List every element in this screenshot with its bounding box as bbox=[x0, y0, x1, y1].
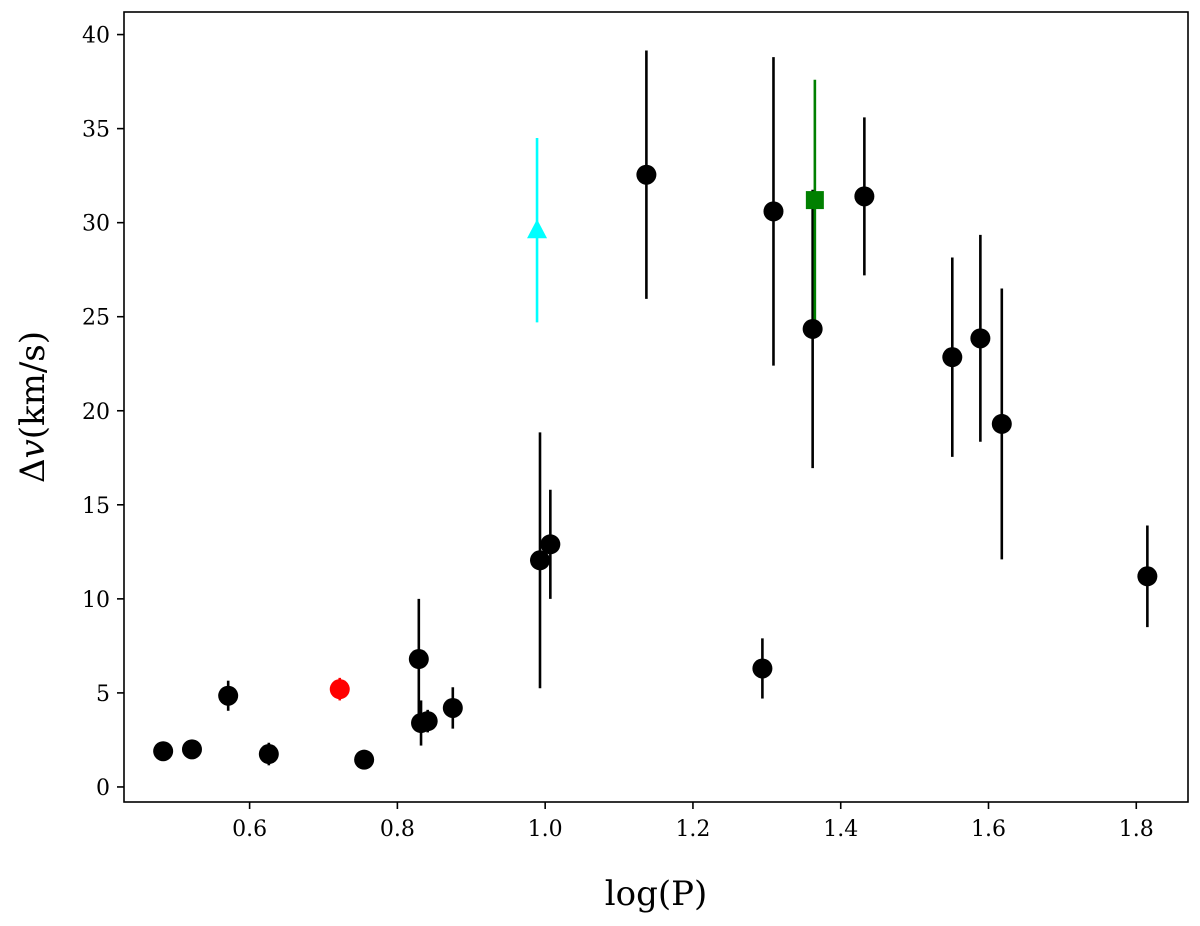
x-tick-label: 0.6 bbox=[232, 817, 267, 842]
x-tick-label: 1.6 bbox=[971, 817, 1006, 842]
data-point bbox=[354, 749, 375, 770]
data-point bbox=[218, 685, 239, 706]
y-tick-label: 10 bbox=[82, 588, 110, 613]
data-point bbox=[181, 739, 202, 760]
data-point-triangle bbox=[527, 219, 548, 239]
x-tick-label: 1.4 bbox=[823, 817, 858, 842]
y-axis-label-variable: v bbox=[13, 439, 53, 458]
data-point bbox=[970, 328, 991, 349]
y-tick-label: 40 bbox=[82, 24, 110, 49]
y-tick-label: 5 bbox=[96, 682, 110, 707]
data-point bbox=[752, 658, 773, 679]
data-point-square bbox=[805, 191, 824, 210]
data-point bbox=[540, 534, 561, 555]
plot-background bbox=[124, 12, 1188, 802]
data-point bbox=[1137, 566, 1158, 587]
plot-frame bbox=[123, 11, 1189, 803]
data-point bbox=[529, 550, 550, 571]
data-point bbox=[802, 318, 823, 339]
x-tick-label: 1.0 bbox=[528, 817, 563, 842]
y-axis-label: Δv(km/s) bbox=[13, 331, 53, 483]
x-tick-label: 1.2 bbox=[675, 817, 710, 842]
data-point bbox=[329, 679, 350, 700]
x-tick-label: 0.8 bbox=[380, 817, 415, 842]
y-tick-label: 15 bbox=[82, 494, 110, 519]
data-point bbox=[442, 697, 463, 718]
markers-layer bbox=[153, 164, 1158, 770]
y-axis-ticks: 0 5 10 15 20 25 30 35 40 bbox=[82, 24, 124, 801]
data-point bbox=[258, 744, 279, 765]
y-tick-label: 35 bbox=[82, 118, 110, 143]
data-point bbox=[991, 413, 1012, 434]
x-axis-ticks: 0.6 0.8 1.0 1.2 1.4 1.6 1.8 bbox=[232, 802, 1154, 842]
data-point bbox=[763, 201, 784, 222]
y-axis-label-unit: (km/s) bbox=[13, 331, 53, 439]
y-tick-label: 25 bbox=[82, 306, 110, 331]
y-axis-label-prefix: Δ bbox=[13, 458, 53, 483]
data-point bbox=[636, 164, 657, 185]
data-point bbox=[942, 347, 963, 368]
y-tick-label: 20 bbox=[82, 400, 110, 425]
x-axis-label: log(P) bbox=[605, 874, 708, 914]
y-tick-label: 0 bbox=[96, 776, 110, 801]
data-point bbox=[417, 711, 438, 732]
data-point bbox=[854, 186, 875, 207]
x-tick-label: 1.8 bbox=[1119, 817, 1154, 842]
data-point bbox=[408, 649, 429, 670]
data-point bbox=[153, 741, 174, 762]
y-tick-label: 30 bbox=[82, 212, 110, 237]
